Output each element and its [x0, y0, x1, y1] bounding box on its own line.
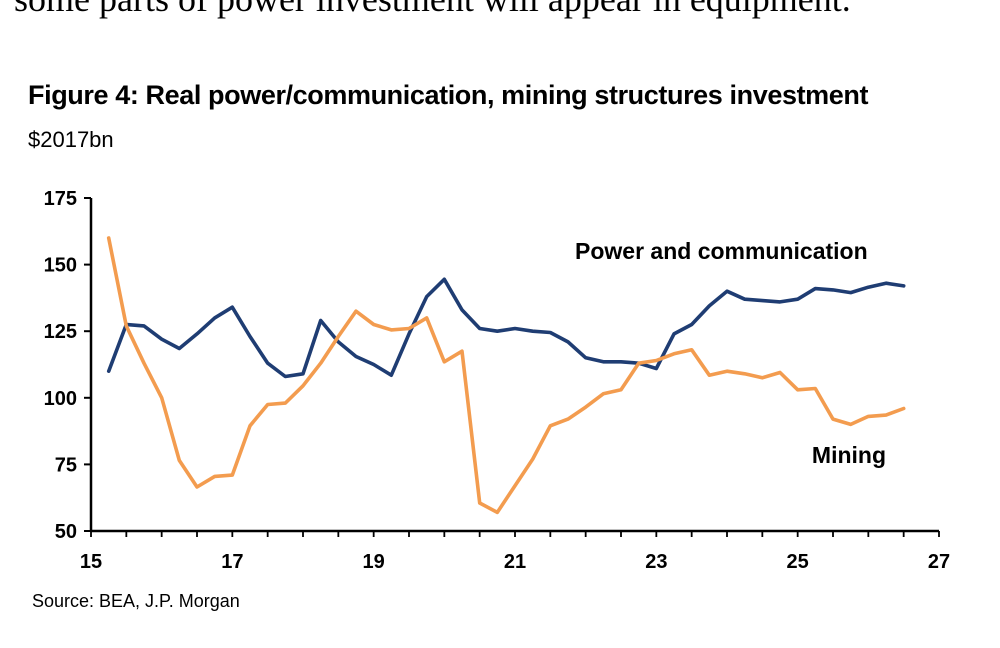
chart-title: Figure 4: Real power/communication, mini… [28, 80, 869, 110]
chart-series [106, 236, 906, 515]
series-label-power-and-communication: Power and communication [575, 238, 868, 264]
y-tick-label: 50 [55, 521, 77, 543]
x-tick-label: 15 [80, 551, 102, 573]
y-tick-label: 75 [55, 454, 77, 476]
x-tick-label: 23 [645, 551, 667, 573]
intro-text: some parts of power investment will appe… [14, 0, 851, 20]
y-tick-label: 100 [44, 388, 77, 410]
series-line-mining [106, 236, 906, 515]
x-tick-label: 27 [928, 551, 950, 573]
x-tick-label: 21 [504, 551, 526, 573]
y-tick-label: 125 [44, 321, 77, 343]
x-tick-label: 17 [221, 551, 243, 573]
chart-subtitle: $2017bn [28, 127, 114, 152]
x-tick-label: 19 [363, 551, 385, 573]
chart-source: Source: BEA, J.P. Morgan [32, 591, 240, 611]
x-tick-label: 25 [787, 551, 809, 573]
chart-series-labels: Power and communication Mining [575, 238, 886, 468]
y-tick-label: 150 [44, 255, 77, 277]
series-label-mining: Mining [812, 442, 886, 468]
series-line-power-and-communication [106, 277, 906, 379]
chart-axes: 50 75 100 125 150 175 15 17 19 21 23 25 27 [44, 188, 951, 573]
y-tick-label: 175 [44, 188, 77, 210]
